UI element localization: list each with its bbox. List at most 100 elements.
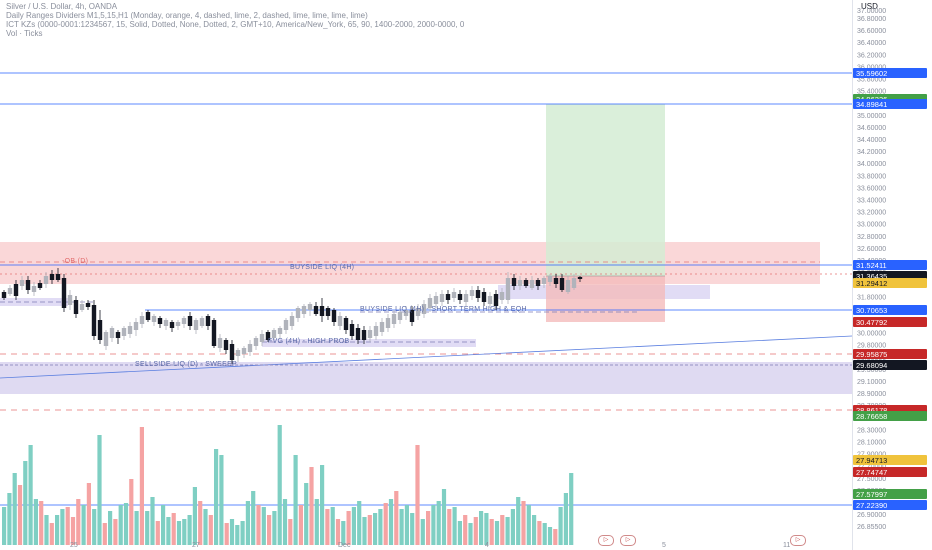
buyside-short-label: BUYSIDE LIQ (4H) - SHORT TERM HIGH & EQH	[360, 306, 527, 313]
price-tick-label: 29.10000	[857, 379, 886, 386]
price-badge-label: 27.74747	[856, 468, 887, 477]
volume-bar	[553, 529, 558, 545]
price-tick-label: 36.40000	[857, 40, 886, 47]
volume-bar	[187, 515, 192, 545]
price-tick-label: 28.30000	[857, 427, 886, 434]
price-tick-label: 33.60000	[857, 185, 886, 192]
price-tick-label: 26.85500	[857, 524, 886, 531]
price-tick-label-top: 37.00000	[857, 8, 886, 15]
candle-body	[103, 332, 109, 346]
price-badge[interactable]	[853, 278, 927, 288]
candle-body	[31, 286, 37, 292]
candle-body	[421, 304, 427, 314]
trendline[interactable]	[0, 335, 852, 379]
candle-body	[91, 305, 97, 336]
price-tick-label: 33.80000	[857, 173, 886, 180]
volume-bar	[484, 513, 489, 545]
candle-body	[517, 280, 523, 286]
candle-body	[541, 278, 547, 284]
price-tick-label: 32.80000	[857, 234, 886, 241]
volume-bar	[558, 507, 563, 545]
volume-bar	[526, 505, 531, 545]
price-badge[interactable]	[853, 489, 927, 499]
volume-bar	[330, 507, 335, 545]
candle-body	[175, 322, 181, 326]
volume-bar	[129, 479, 134, 545]
volume-bar	[102, 523, 107, 545]
candle-body	[109, 328, 115, 338]
volume-bar	[55, 515, 60, 545]
price-tick-label: 26.90000	[857, 512, 886, 519]
volume-bar	[288, 519, 293, 545]
candle-body	[565, 280, 571, 292]
volume-bar	[325, 509, 330, 545]
price-badge[interactable]	[853, 68, 927, 78]
price-tick-label: 29.30000	[857, 367, 886, 374]
volume-bar	[309, 467, 314, 545]
price-badge[interactable]	[853, 411, 927, 421]
candle-body	[373, 326, 379, 336]
price-badge[interactable]	[853, 455, 927, 465]
price-badge[interactable]	[853, 500, 927, 510]
volume-bar	[431, 505, 436, 545]
candle-body	[85, 303, 91, 307]
time-zone-icon[interactable]: ▷	[790, 535, 806, 546]
candle-body	[265, 332, 271, 340]
candlesticks[interactable]	[1, 268, 583, 364]
price-tick-label: 31.80000	[857, 294, 886, 301]
volume-bar	[12, 473, 17, 545]
long-position-target[interactable]	[546, 104, 665, 276]
price-axis[interactable]: USD 36.80000 36.60000 36.40000 36.20000 36.0…	[852, 0, 932, 550]
candle-body	[469, 290, 475, 296]
candle-body	[529, 280, 535, 288]
volume-bar	[86, 483, 91, 545]
volume-bar	[123, 503, 129, 545]
price-badge-label: 34.89841	[856, 100, 887, 109]
price-badge[interactable]	[853, 360, 927, 370]
price-badge[interactable]	[853, 305, 927, 315]
volume-bar	[272, 511, 277, 545]
volume-bar	[441, 489, 447, 545]
price-tick-label: 35.40000	[857, 89, 886, 96]
candle-body	[547, 276, 553, 282]
candle-body	[127, 326, 133, 334]
price-badge-label: 29.95875	[856, 350, 887, 359]
price-badge-label: 28.86178	[856, 406, 887, 415]
candle-body	[343, 318, 349, 330]
candle-body	[451, 292, 457, 298]
candle-body	[499, 292, 505, 300]
price-badge[interactable]	[853, 467, 927, 477]
price-badge[interactable]	[853, 317, 927, 327]
price-chart-svg[interactable]	[0, 0, 852, 550]
bar-replay-icon[interactable]: ▷	[620, 535, 636, 546]
x-label-4: 4	[485, 542, 489, 549]
candle-body	[355, 328, 361, 340]
candle-body	[409, 310, 415, 322]
volume-bar	[33, 499, 38, 545]
replay-icon[interactable]: ▷	[598, 535, 614, 546]
volume-bar	[357, 501, 362, 545]
price-badge[interactable]	[853, 260, 927, 270]
candle-body	[253, 338, 259, 346]
volume-bar	[378, 509, 383, 545]
price-badge[interactable]	[853, 99, 927, 109]
volume-bar	[28, 445, 33, 545]
volume-bar	[420, 519, 425, 545]
candle-body	[1, 292, 7, 298]
sellside-zone	[0, 362, 852, 394]
price-tick-label: 36.80000	[857, 16, 886, 23]
volume-bar	[542, 523, 547, 545]
volume-bar	[521, 501, 526, 545]
candle-body	[193, 320, 199, 330]
price-badge[interactable]	[853, 349, 927, 359]
volume-bar	[399, 509, 404, 545]
chart-plot-area[interactable]: Silver / U.S. Dollar, 4h, OANDA Daily Ra…	[0, 0, 852, 550]
volume-bar	[500, 515, 505, 545]
candle-body	[157, 318, 163, 324]
volume-bar	[118, 505, 123, 545]
candle-body	[457, 294, 463, 300]
volume-bar	[468, 523, 473, 545]
candle-body	[325, 308, 331, 316]
legend-symbol-line: Silver / U.S. Dollar, 4h, OANDA	[6, 2, 118, 11]
candle-body	[121, 328, 127, 336]
